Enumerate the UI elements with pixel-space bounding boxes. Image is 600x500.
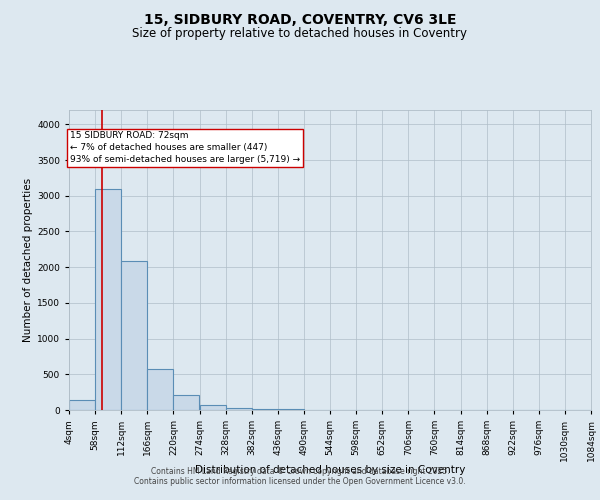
Text: Contains HM Land Registry data © Crown copyright and database right 2025.: Contains HM Land Registry data © Crown c… [151,467,449,476]
Bar [69,400,95,410]
Bar [252,409,278,410]
Bar [199,406,226,410]
X-axis label: Distribution of detached houses by size in Coventry: Distribution of detached houses by size … [195,466,465,475]
Bar [226,408,252,410]
Bar [95,188,121,410]
Y-axis label: Number of detached properties: Number of detached properties [23,178,33,342]
Bar [121,262,148,410]
Text: Size of property relative to detached houses in Coventry: Size of property relative to detached ho… [133,28,467,40]
Text: 15, SIDBURY ROAD, COVENTRY, CV6 3LE: 15, SIDBURY ROAD, COVENTRY, CV6 3LE [144,12,456,26]
Text: Contains public sector information licensed under the Open Government Licence v3: Contains public sector information licen… [134,477,466,486]
Text: 15 SIDBURY ROAD: 72sqm
← 7% of detached houses are smaller (447)
93% of semi-det: 15 SIDBURY ROAD: 72sqm ← 7% of detached … [70,132,300,164]
Bar [173,395,199,410]
Bar [148,369,173,410]
